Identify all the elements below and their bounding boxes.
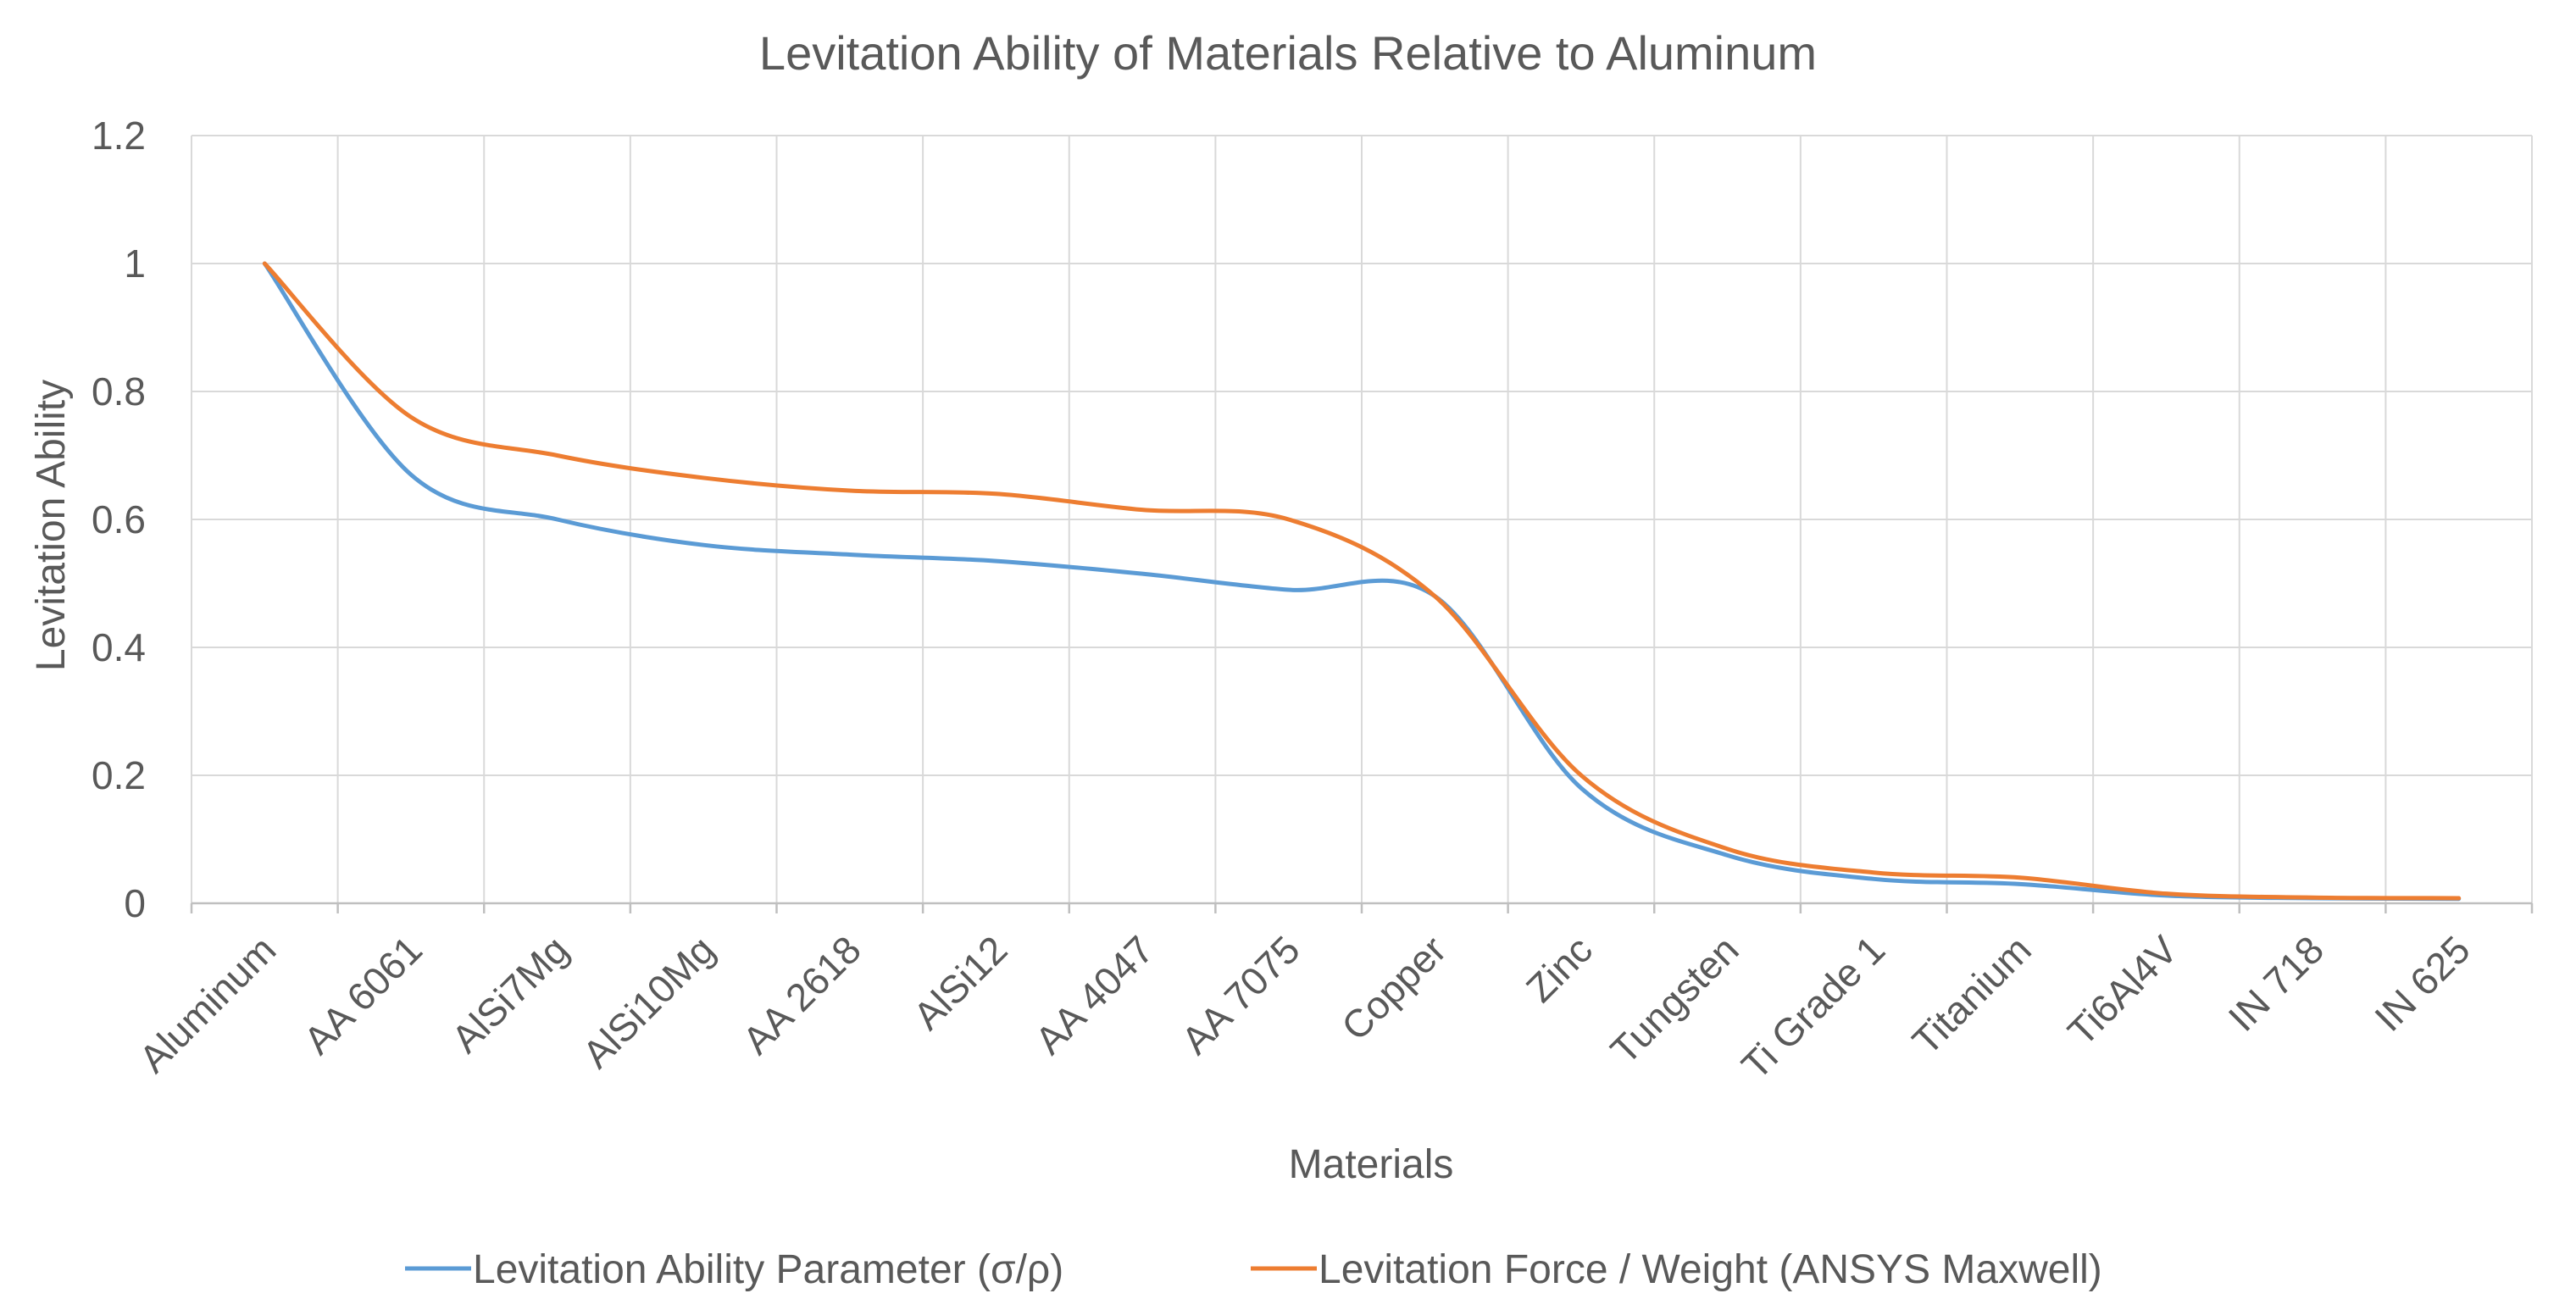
y-tick-label: 0.4 bbox=[92, 625, 146, 669]
x-tick-label: AlSi7Mg bbox=[443, 927, 577, 1061]
y-tick-label: 0.2 bbox=[92, 753, 146, 797]
chart-title: Levitation Ability of Materials Relative… bbox=[759, 26, 1817, 80]
x-tick-label: AA 7075 bbox=[1173, 927, 1308, 1063]
x-tick-label: AA 2618 bbox=[734, 927, 869, 1063]
y-tick-label: 0.6 bbox=[92, 497, 146, 541]
series-lines bbox=[262, 261, 2462, 902]
x-tick-label: Ti Grade 1 bbox=[1733, 927, 1893, 1087]
x-tick-label: Aluminum bbox=[130, 927, 284, 1080]
x-tick-label: IN 718 bbox=[2220, 927, 2333, 1040]
x-tick-label: AA 4047 bbox=[1026, 927, 1162, 1063]
legend-label-ability-parameter: Levitation Ability Parameter (σ/ρ) bbox=[473, 1247, 1063, 1292]
x-tick-label: IN 625 bbox=[2366, 927, 2479, 1040]
x-tick-label: AlSi10Mg bbox=[574, 927, 723, 1076]
x-tick-label: Copper bbox=[1333, 927, 1454, 1048]
grid bbox=[191, 135, 2533, 903]
series-line-force-weight bbox=[262, 261, 2462, 901]
y-axis-title: Levitation Ability bbox=[29, 380, 74, 671]
series-line-ability-parameter bbox=[262, 261, 2462, 902]
y-tick-label: 0.8 bbox=[92, 369, 146, 414]
axes bbox=[190, 902, 2534, 913]
y-tick-label: 1.2 bbox=[92, 114, 146, 158]
x-tick-label: Zinc bbox=[1518, 927, 1601, 1010]
x-tick-label: AA 6061 bbox=[295, 927, 430, 1063]
y-tick-label: 0 bbox=[124, 881, 146, 925]
x-axis-title: Materials bbox=[1289, 1142, 1454, 1187]
y-tick-label: 1 bbox=[124, 241, 146, 286]
legend-label-force-weight: Levitation Force / Weight (ANSYS Maxwell… bbox=[1319, 1247, 2102, 1292]
x-tick-label: Tungsten bbox=[1602, 927, 1746, 1072]
x-tick-label: Ti6Al4V bbox=[2059, 927, 2186, 1054]
x-tick-label: AlSi12 bbox=[905, 927, 1016, 1038]
legend: Levitation Ability Parameter (σ/ρ) Levit… bbox=[405, 1247, 2102, 1292]
x-tick-label: Titanium bbox=[1904, 927, 2040, 1063]
